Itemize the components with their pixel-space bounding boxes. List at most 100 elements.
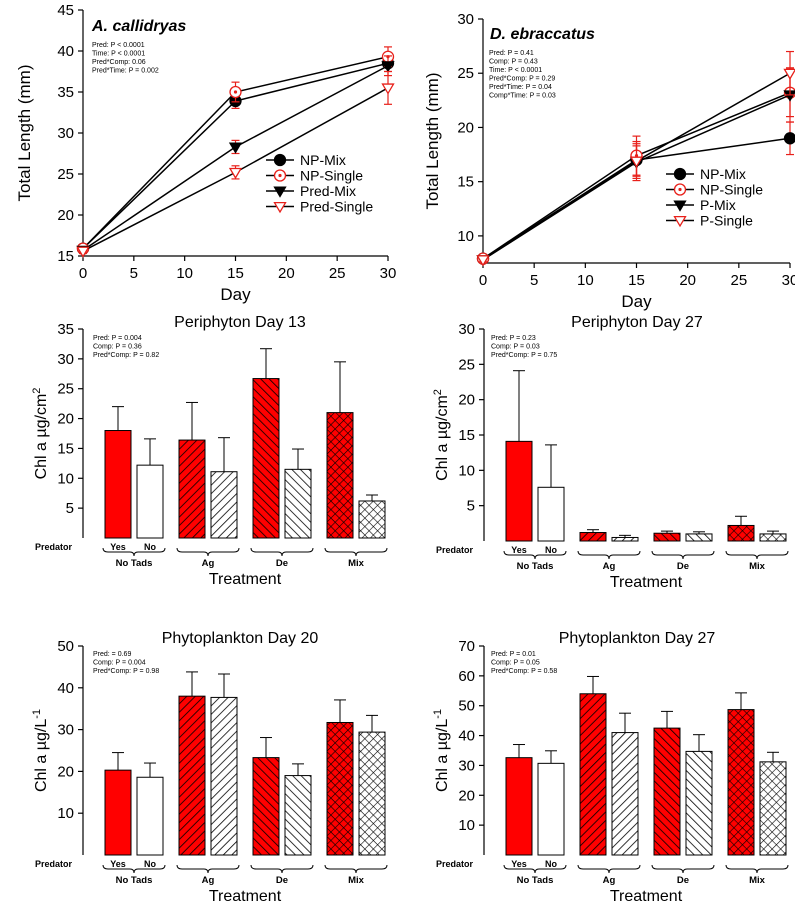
bar-3 (612, 537, 638, 541)
group-label: Mix (749, 875, 766, 886)
chart-title: Phytoplankton Day 20 (162, 630, 319, 647)
predator-no-label: No (545, 859, 557, 869)
stats-line: Pred*Time: P = 0.04 (489, 84, 552, 91)
legend-marker-2 (675, 201, 686, 210)
bar-3 (612, 733, 638, 855)
bar-2 (179, 440, 205, 538)
y-tick-label: 60 (458, 668, 475, 685)
group-label: No Tads (116, 558, 153, 569)
y-tick-label: 15 (458, 427, 475, 444)
y-tick-label: 35 (57, 84, 74, 101)
data-point-3-2 (383, 84, 394, 93)
y-tick-label: 70 (458, 638, 475, 655)
predator-label: Predator (436, 545, 474, 555)
group-label: Mix (348, 875, 365, 886)
x-axis-label: Day (621, 292, 652, 311)
bar-0 (105, 431, 131, 538)
bar-4 (654, 533, 680, 541)
y-tick-label: 30 (57, 351, 74, 368)
y-tick-label: 20 (57, 207, 74, 224)
stats-line: Pred*Comp: P = 0.82 (93, 352, 159, 359)
group-brace (325, 548, 387, 556)
x-tick-label: 30 (380, 265, 397, 282)
bar-1 (137, 777, 163, 855)
x-axis-label: Treatment (209, 571, 282, 588)
bar-chart-b1: 5101520253035 Periphyton Day 13Pred: P = … (31, 314, 387, 588)
group-label: Ag (603, 875, 616, 886)
x-axis-label: Treatment (209, 888, 282, 905)
y-tick-label: 15 (57, 248, 74, 265)
bar-5 (686, 534, 712, 541)
x-tick-label: 15 (227, 265, 244, 282)
group-brace (652, 865, 714, 873)
y-axis-label-sup: 2 (432, 389, 444, 395)
stats-line: Pred*Comp: 0.06 (92, 59, 146, 66)
stats-line: Comp: P = 0.43 (489, 59, 538, 66)
stats-line: Pred*Comp: P = 0.75 (491, 352, 557, 359)
y-tick-label: 50 (458, 698, 475, 715)
bar-6 (327, 413, 353, 538)
y-tick-label: 10 (458, 817, 475, 834)
x-tick-label: 10 (577, 272, 594, 289)
y-tick-label: 40 (57, 43, 74, 60)
line-chart-p1: 0 5 10 15 20 25 30 15 20 25 30 35 40 45 Day Total Lengt… (15, 2, 396, 304)
group-brace (251, 865, 313, 873)
legend-label: P-Mix (700, 197, 736, 213)
bar-6 (728, 710, 754, 855)
predator-label: Predator (436, 859, 474, 869)
data-point-0-2 (785, 133, 795, 144)
y-tick-label: 25 (458, 356, 475, 373)
y-tick-label: 10 (57, 470, 74, 487)
stats-line: Pred: P = 0.004 (93, 335, 142, 342)
stats-line: Pred: P = 0.23 (491, 335, 536, 342)
x-tick-label: 5 (530, 272, 538, 289)
legend-marker-1-center (678, 188, 681, 191)
legend-label: Pred-Mix (300, 183, 356, 199)
x-axis-label: Treatment (610, 574, 683, 591)
data-point-3-1 (230, 169, 241, 178)
bar-chart-b3: 10 20 30 40 50 Phytoplankton Day 20 Pred: = 0.… (31, 630, 387, 905)
bar-1 (137, 465, 163, 538)
stats-line: Pred: P = 0.01 (491, 651, 536, 658)
x-tick-label: 30 (782, 272, 795, 289)
data-point-1-1-center (234, 90, 237, 93)
y-axis-label: Total Length (mm) (15, 65, 34, 202)
group-label: Ag (202, 558, 215, 569)
chart-layer: 0 5 10 15 20 25 30 15 20 25 30 35 40 45 Day Total Lengt… (15, 2, 795, 905)
group-brace (578, 551, 640, 559)
group-brace (652, 551, 714, 559)
y-axis-label-main: Chl a µg/L (33, 719, 50, 792)
group-brace (177, 548, 239, 556)
predator-no-label: No (144, 859, 156, 869)
legend-marker-3 (675, 217, 686, 226)
chart-title: Phytoplankton Day 27 (559, 630, 716, 647)
x-tick-label: 20 (278, 265, 295, 282)
y-tick-label: 20 (458, 392, 475, 409)
legend-marker-2 (275, 187, 286, 196)
bar-2 (580, 694, 606, 855)
stats-line: Pred*Comp: P = 0.98 (93, 668, 159, 675)
bar-0 (105, 770, 131, 855)
stats-line: Pred*Time: P = 0.002 (92, 68, 159, 75)
bar-4 (253, 379, 279, 538)
x-tick-label: 25 (730, 272, 747, 289)
group-label: De (276, 558, 288, 569)
x-tick-label: 0 (479, 272, 487, 289)
stats-line: Pred: P = 0.41 (489, 50, 534, 57)
group-label: No Tads (116, 875, 153, 886)
y-tick-label: 45 (57, 2, 74, 19)
stats-line: Time: P < 0.0001 (92, 51, 145, 58)
bar-7 (760, 762, 786, 855)
chart-title: D. ebraccatus (490, 26, 595, 43)
bar-6 (327, 722, 353, 855)
bar-7 (760, 534, 786, 541)
y-axis-label-main: Chl a µg/L (434, 719, 451, 792)
bar-5 (285, 776, 311, 855)
y-tick-label: 30 (57, 125, 74, 142)
data-point-3-2 (785, 69, 795, 78)
y-tick-label: 40 (57, 680, 74, 697)
predator-no-label: No (545, 545, 557, 555)
y-tick-label: 40 (458, 728, 475, 745)
group-brace (578, 865, 640, 873)
